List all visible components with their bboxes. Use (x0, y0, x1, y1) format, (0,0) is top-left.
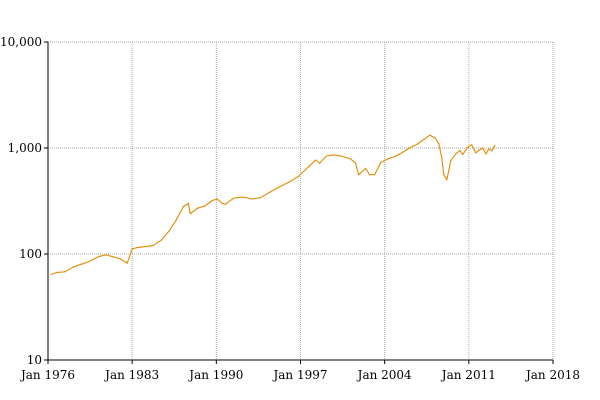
data-point (88, 260, 90, 263)
data-point (56, 271, 58, 274)
data-point (443, 174, 445, 176)
data-point (462, 153, 464, 156)
data-point (168, 230, 170, 232)
data-point (308, 165, 311, 167)
data-point (438, 143, 440, 145)
data-point (332, 154, 335, 156)
data-point (278, 186, 281, 188)
data-point (434, 137, 436, 139)
x-tick-label: Jan 1976 (19, 368, 75, 382)
data-point (187, 202, 189, 205)
x-tick-labels: Jan 1976 Jan 1983 Jan 1990 Jan 1997 Jan 2004… (19, 368, 580, 382)
data-point (131, 248, 133, 250)
data-point (409, 147, 411, 149)
data-point (467, 146, 469, 148)
data-point (72, 266, 74, 268)
data-point (488, 148, 490, 150)
data-point (380, 161, 382, 164)
y-tick-label: 1,000 (8, 141, 42, 155)
x-tick-label: Jan 1997 (271, 368, 327, 382)
data-point (387, 158, 389, 160)
data-point (349, 158, 352, 160)
data-point (343, 156, 346, 158)
data-point (401, 152, 403, 154)
y-tick-label: 10,000 (0, 35, 42, 49)
data-point (250, 198, 253, 200)
data-point (365, 167, 367, 170)
data-point (211, 199, 213, 202)
y-tick-labels: 10 100 1,000 10,000 (0, 35, 42, 367)
data-point (175, 219, 177, 221)
data-point (145, 245, 147, 247)
axes (47, 42, 553, 361)
data-point (374, 174, 376, 176)
data-point (318, 162, 321, 164)
y-tick-label: 10 (27, 353, 42, 367)
data-point (459, 149, 461, 151)
data-point (126, 262, 128, 264)
data-point (288, 181, 291, 183)
data-point (112, 256, 114, 258)
data-point (232, 197, 234, 199)
data-point (441, 157, 443, 159)
data-point (423, 139, 425, 141)
data-point (491, 150, 493, 152)
data-point (446, 179, 448, 181)
data-point (204, 205, 206, 207)
data-point (136, 246, 138, 249)
data-point (241, 196, 243, 198)
data-point (475, 152, 477, 154)
data-point (494, 144, 496, 146)
x-tick-label: Jan 2018 (524, 368, 580, 382)
data-point (98, 255, 100, 257)
data-point (119, 258, 121, 260)
data-point (216, 198, 218, 200)
x-tick-label: Jan 2004 (356, 368, 412, 382)
data-point (471, 144, 473, 146)
data-point (358, 174, 360, 176)
data-point (416, 143, 418, 146)
data-point (80, 263, 82, 265)
data-point (224, 203, 226, 205)
data-point (394, 155, 396, 158)
data-point (314, 159, 317, 161)
data-point (105, 254, 107, 256)
x-tick-label: Jan 1990 (187, 368, 243, 382)
data-point (189, 213, 191, 215)
data-point (482, 147, 484, 149)
data-point (221, 202, 223, 205)
data-point (196, 207, 198, 209)
x-tick-label: Jan 2011 (440, 368, 496, 382)
data-point (355, 162, 357, 164)
data-point (325, 155, 328, 157)
data-point (450, 160, 452, 162)
x-tick-label: Jan 1983 (103, 368, 159, 382)
data-point (297, 175, 300, 177)
data-point (152, 245, 154, 247)
y-tick-label: 100 (19, 247, 42, 261)
data-point (337, 154, 340, 157)
series-layer (50, 134, 496, 276)
data-point (478, 149, 480, 151)
data-point (64, 271, 66, 273)
data-point (429, 134, 431, 136)
data-point (50, 273, 52, 276)
data-point (302, 170, 305, 173)
data-point (182, 206, 184, 208)
data-point (369, 174, 371, 176)
data-point (160, 239, 162, 241)
data-point (269, 191, 272, 193)
data-point (455, 153, 457, 155)
data-point (485, 153, 487, 155)
grid-lines (44, 41, 554, 364)
data-point (259, 197, 262, 199)
